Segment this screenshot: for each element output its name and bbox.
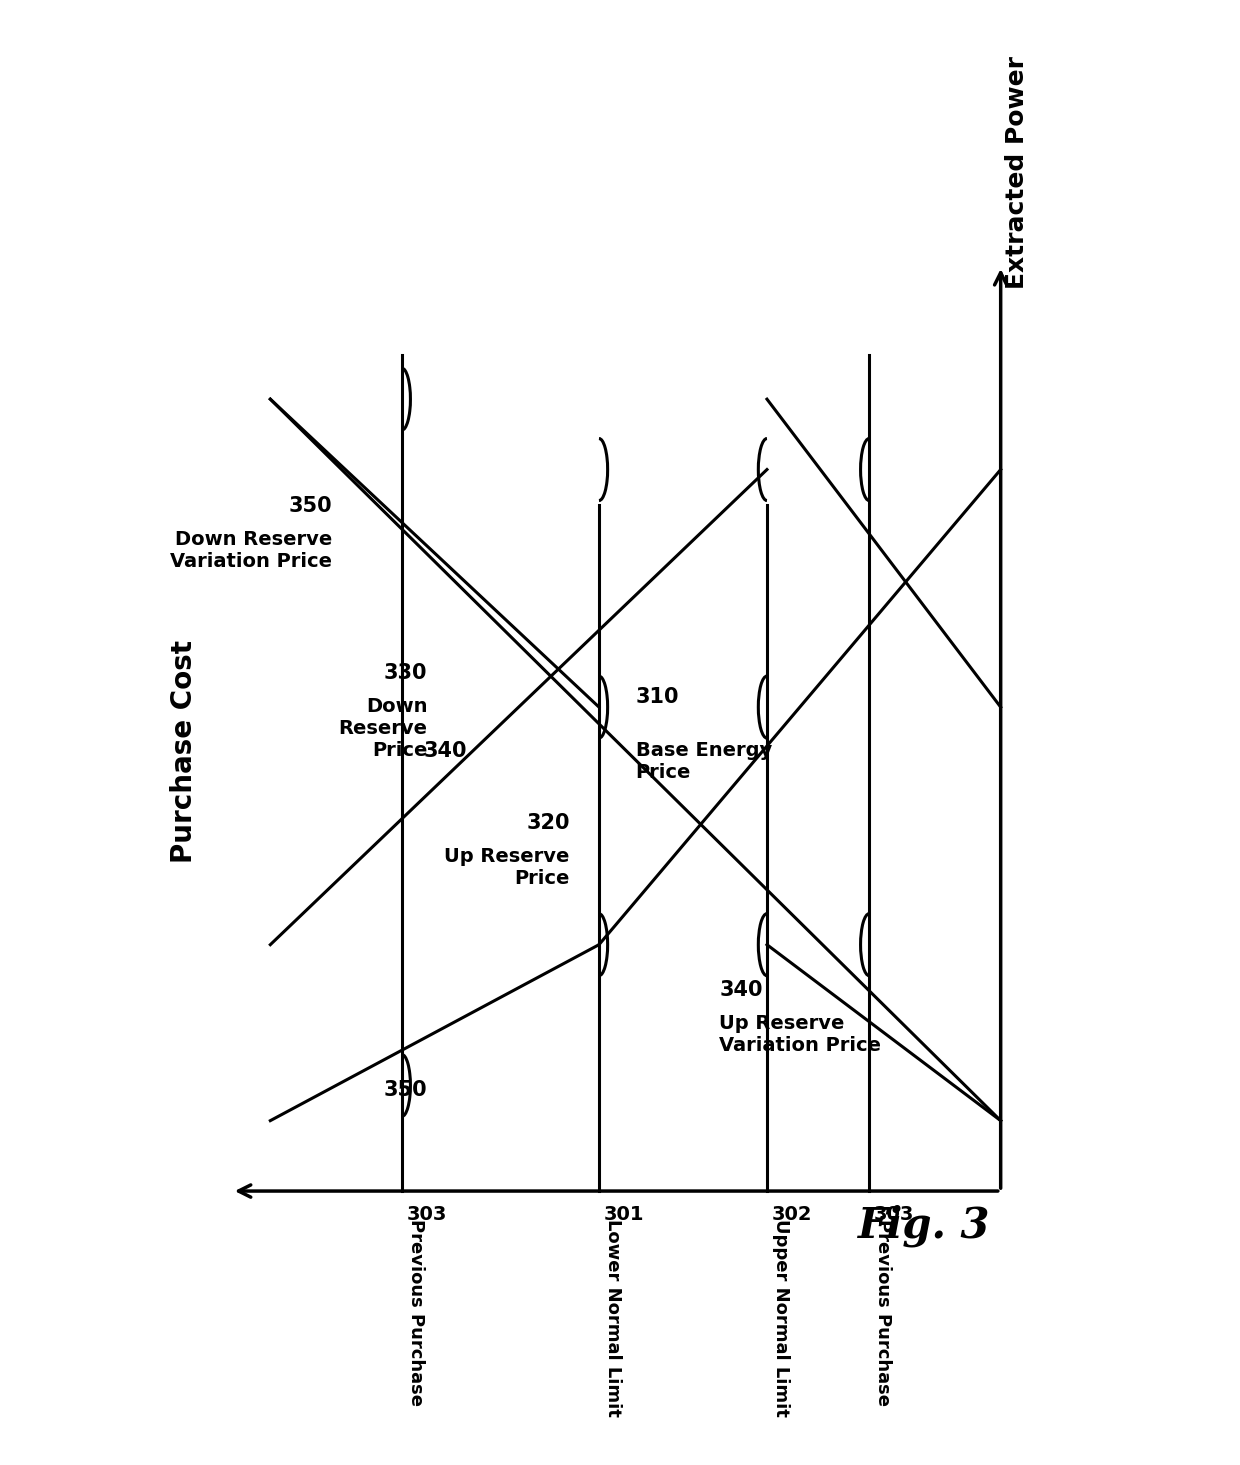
Text: Up Reserve
Variation Price: Up Reserve Variation Price bbox=[719, 1014, 882, 1055]
Text: 303: 303 bbox=[407, 1204, 446, 1223]
Text: Previous Purchase: Previous Purchase bbox=[874, 1219, 892, 1406]
Text: Extracted Power: Extracted Power bbox=[1006, 56, 1029, 289]
Text: 303: 303 bbox=[874, 1204, 914, 1223]
Text: 340: 340 bbox=[424, 741, 467, 762]
Text: 302: 302 bbox=[771, 1204, 812, 1223]
Text: 330: 330 bbox=[384, 664, 428, 683]
Text: 320: 320 bbox=[526, 813, 569, 832]
Text: Previous Purchase: Previous Purchase bbox=[407, 1219, 424, 1406]
Text: 301: 301 bbox=[604, 1204, 645, 1223]
Text: Fig. 3: Fig. 3 bbox=[858, 1204, 990, 1248]
Text: 310: 310 bbox=[635, 687, 680, 708]
Text: Purchase Cost: Purchase Cost bbox=[170, 640, 198, 863]
Text: 340: 340 bbox=[719, 980, 763, 1001]
Text: Down Reserve
Variation Price: Down Reserve Variation Price bbox=[170, 530, 332, 571]
Text: Base Energy
Price: Base Energy Price bbox=[635, 741, 771, 782]
Text: 350: 350 bbox=[383, 1080, 428, 1100]
Text: Lower Normal Limit: Lower Normal Limit bbox=[604, 1219, 621, 1417]
Text: Up Reserve
Price: Up Reserve Price bbox=[444, 847, 569, 888]
Text: Down
Reserve
Price: Down Reserve Price bbox=[339, 697, 428, 760]
Text: Upper Normal Limit: Upper Normal Limit bbox=[771, 1219, 790, 1417]
Text: 350: 350 bbox=[289, 497, 332, 516]
